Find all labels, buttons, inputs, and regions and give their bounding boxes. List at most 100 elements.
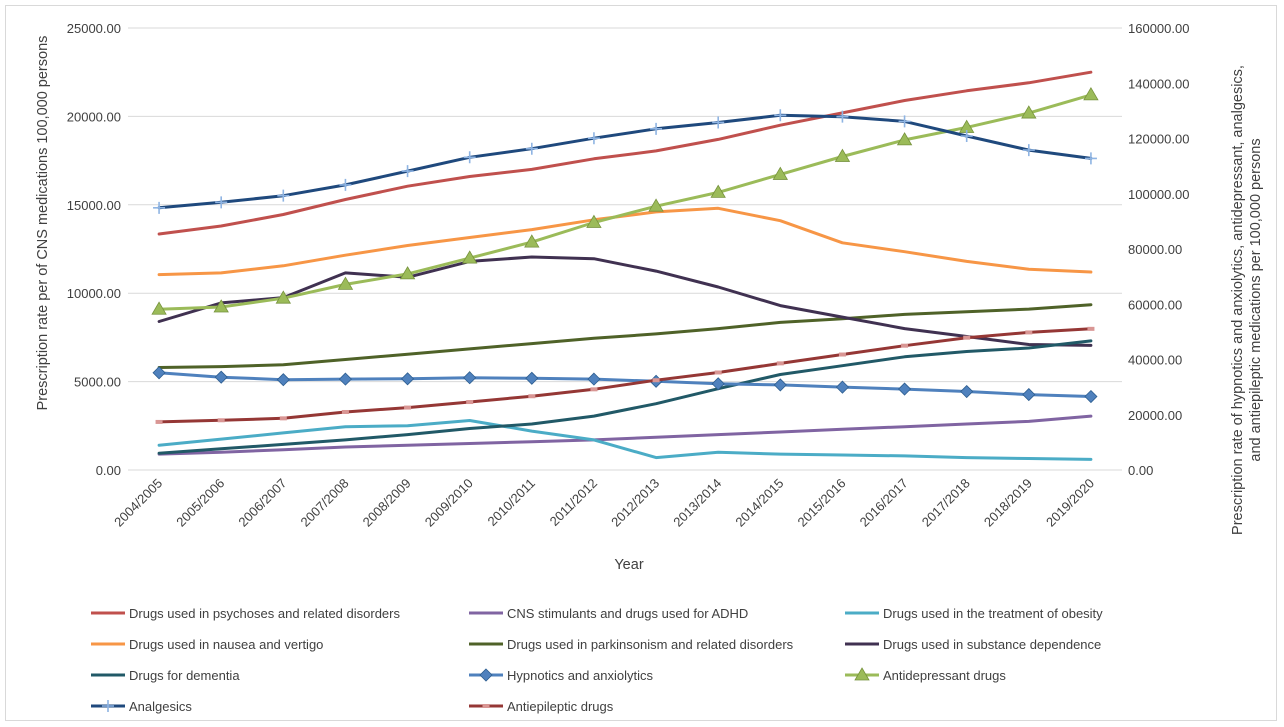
- data-point-triangle: [275, 290, 292, 304]
- legend-item: Drugs used in psychoses and related diso…: [91, 606, 400, 621]
- data-point-plus: [1084, 152, 1097, 165]
- data-point-dash: [528, 394, 536, 399]
- legend-item: Antidepressant drugs: [845, 667, 1006, 683]
- data-point-triangle: [399, 266, 416, 280]
- legend-label: Drugs used in nausea and vertigo: [129, 637, 323, 652]
- series-line: [157, 113, 1093, 210]
- data-point-diamond: [1022, 388, 1036, 402]
- data-point-triangle: [710, 184, 726, 198]
- data-point-triangle: [151, 301, 167, 315]
- right-y-axis-ticks: 0.00 20000.00 40000.00 60000.00 80000.00 1000…: [1128, 21, 1189, 478]
- x-tick-label: 2008/2009: [360, 476, 414, 530]
- right-y-tick-label: 160000.00: [1128, 21, 1189, 36]
- legend-item: Drugs for dementia: [91, 668, 240, 683]
- data-point-diamond: [711, 377, 725, 391]
- right-y-tick-label: 80000.00: [1128, 242, 1182, 257]
- legend-label: Drugs used in the treatment of obesity: [883, 606, 1103, 621]
- left-y-tick-label: 15000.00: [67, 198, 121, 213]
- data-point-diamond: [897, 382, 912, 396]
- data-point-dash: [404, 405, 412, 410]
- data-point-triangle: [772, 166, 789, 180]
- x-tick-label: 2012/2013: [608, 476, 662, 530]
- series: [151, 87, 1099, 315]
- data-point-triangle: [1083, 87, 1099, 101]
- x-axis-ticks: 2004/2005 2005/2006 2006/2007 2007/2008 2008…: [111, 476, 1097, 530]
- legend-item: Hypnotics and anxiolytics: [469, 668, 653, 683]
- series-line: [157, 70, 1093, 236]
- data-point-diamond: [587, 372, 601, 386]
- data-point-dash: [714, 370, 722, 375]
- x-tick-label: 2019/2020: [1043, 476, 1097, 530]
- series-line: [157, 327, 1093, 424]
- series: [153, 109, 1097, 214]
- data-point-dash: [590, 387, 598, 392]
- data-point-plus: [898, 115, 911, 128]
- data-point-dash: [652, 378, 660, 383]
- x-tick-label: 2007/2008: [297, 476, 351, 530]
- data-point-triangle: [834, 148, 851, 162]
- x-tick-label: 2018/2019: [981, 476, 1035, 530]
- x-tick-label: 2005/2006: [173, 476, 227, 530]
- left-y-tick-label: 20000.00: [67, 109, 121, 124]
- data-point-diamond: [276, 373, 290, 387]
- data-point-diamond: [960, 384, 974, 399]
- x-tick-label: 2013/2014: [670, 476, 724, 530]
- series: [157, 303, 1093, 369]
- series-layer: [151, 70, 1099, 461]
- right-y-tick-label: 140000.00: [1128, 76, 1189, 91]
- data-point-dash: [341, 409, 349, 414]
- series: [157, 419, 1093, 461]
- data-point-plus: [463, 151, 476, 164]
- x-tick-label: 2015/2016: [794, 476, 848, 530]
- legend-item: Analgesics: [91, 699, 192, 714]
- right-y-tick-label: 100000.00: [1128, 187, 1189, 202]
- data-point-diamond: [214, 370, 228, 384]
- legend-label: Antiepileptic drugs: [507, 699, 614, 714]
- data-point-plus: [1022, 144, 1035, 157]
- right-y-tick-label: 60000.00: [1128, 297, 1182, 312]
- data-point-diamond: [463, 371, 477, 385]
- legend-label: Drugs used in substance dependence: [883, 637, 1101, 652]
- data-point-plus: [102, 700, 114, 712]
- series-line: [157, 255, 1093, 347]
- data-point-dash: [963, 335, 971, 340]
- data-point-dash: [838, 352, 846, 357]
- data-point-triangle: [896, 132, 913, 146]
- legend-label: Drugs used in psychoses and related diso…: [129, 606, 400, 621]
- series-line: [157, 371, 1093, 398]
- x-tick-label: 2009/2010: [422, 476, 476, 530]
- series-line: [157, 303, 1093, 369]
- data-point-plus: [712, 116, 725, 129]
- left-y-tick-label: 25000.00: [67, 21, 121, 36]
- series-line: [157, 93, 1093, 311]
- right-y-tick-label: 0.00: [1128, 463, 1153, 478]
- x-tick-label: 2010/2011: [485, 476, 538, 529]
- data-point-dash: [901, 343, 909, 348]
- legend-label: CNS stimulants and drugs used for ADHD: [507, 606, 748, 621]
- left-y-tick-label: 0.00: [96, 463, 121, 478]
- data-point-plus: [960, 130, 973, 143]
- data-point-dash: [1025, 330, 1033, 335]
- legend: Drugs used in psychoses and related diso…: [91, 606, 1103, 714]
- data-point-dash: [155, 419, 163, 424]
- data-point-diamond: [773, 378, 787, 392]
- data-point-plus: [277, 189, 290, 202]
- data-point-diamond: [835, 380, 850, 394]
- legend-label: Drugs used in parkinsonism and related d…: [507, 637, 794, 652]
- x-tick-label: 2017/2018: [919, 476, 973, 530]
- x-tick-label: 2016/2017: [857, 476, 911, 530]
- data-point-plus: [401, 165, 414, 178]
- left-y-axis-ticks: 0.00 5000.00 10000.00 15000.00 20000.00 25000…: [67, 21, 121, 478]
- series-line: [157, 419, 1093, 461]
- data-point-plus: [774, 109, 787, 122]
- data-point-diamond: [400, 372, 415, 386]
- data-point-plus: [153, 201, 166, 214]
- legend-item: Drugs used in nausea and vertigo: [91, 637, 323, 652]
- chart-frame: [5, 5, 1277, 721]
- legend-item: Drugs used in the treatment of obesity: [845, 606, 1103, 621]
- series-line: [157, 339, 1093, 455]
- series: [157, 414, 1093, 456]
- data-point-triangle: [586, 214, 602, 228]
- x-tick-label: 2011/2012: [547, 476, 600, 529]
